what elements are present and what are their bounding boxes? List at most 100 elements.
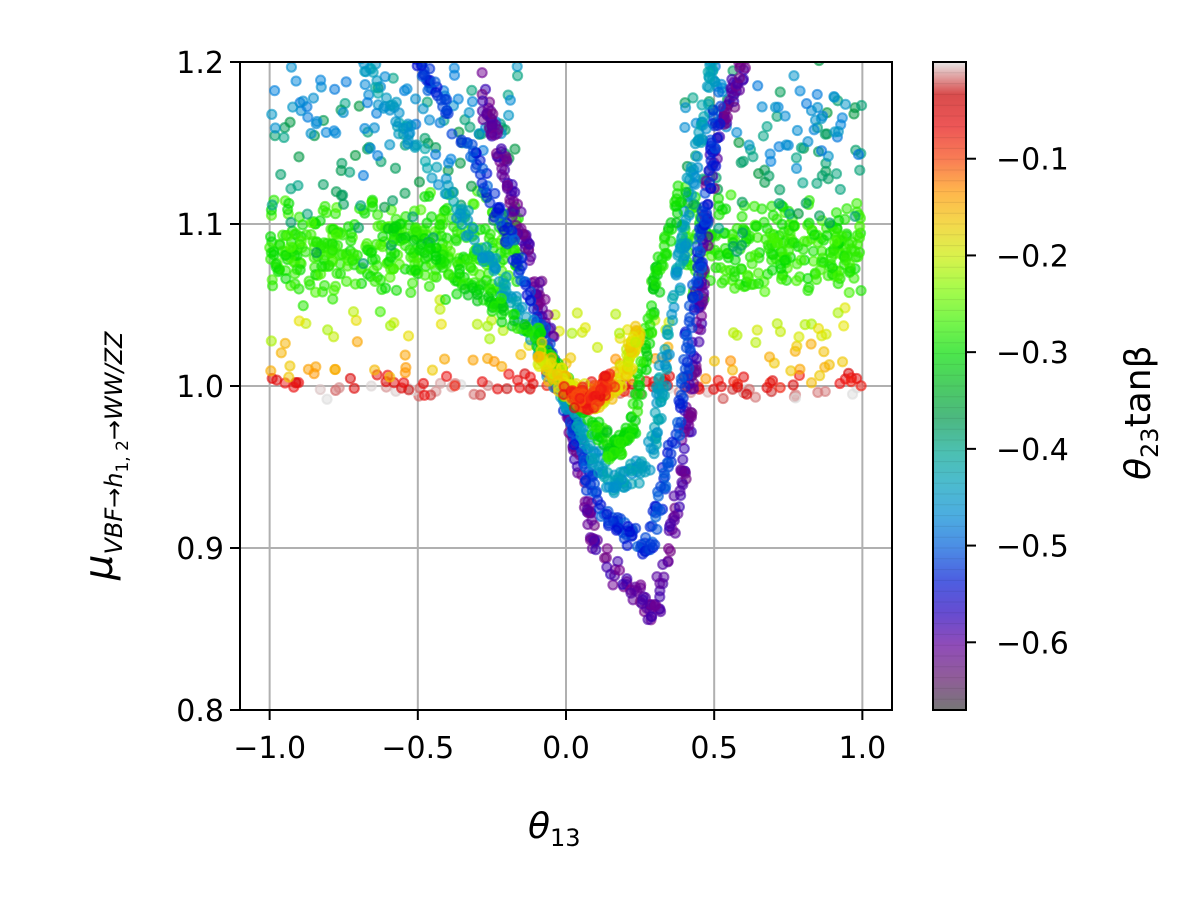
scatter-point <box>278 131 290 144</box>
y-axis-ticks: 0.8 0.9 1.0 1.1 1.2 <box>176 46 240 729</box>
scatter-point <box>434 117 446 129</box>
scatter-point <box>666 308 678 320</box>
scatter-point <box>632 405 644 418</box>
scatter-point <box>285 183 297 195</box>
scatter-point <box>753 167 765 180</box>
scatter-point <box>811 101 824 114</box>
scatter-point <box>843 286 855 299</box>
scatter-point <box>387 263 399 275</box>
scatter-point <box>756 101 768 113</box>
scatter-point <box>773 197 785 210</box>
y-tick-label: 1.2 <box>176 46 224 81</box>
scatter-point <box>674 242 686 254</box>
scatter-point <box>415 204 427 216</box>
scatter-point <box>654 577 666 589</box>
scatter-point <box>454 208 466 220</box>
scatter-point <box>481 62 487 63</box>
scatter-point <box>301 208 313 220</box>
scatter-point <box>655 480 667 493</box>
scatter-point <box>268 249 280 261</box>
scatter-point <box>855 99 868 112</box>
scatter-point <box>613 327 626 339</box>
scatter-point <box>661 457 673 469</box>
scatter-point <box>688 304 700 316</box>
scatter-point <box>290 228 302 240</box>
scatter-point <box>659 471 671 483</box>
scatter-point <box>317 178 329 191</box>
y-tick-label: 1.1 <box>176 208 224 243</box>
scatter-point <box>736 211 748 223</box>
scatter-point <box>673 501 685 513</box>
scatter-point <box>430 39 439 48</box>
scatter-point <box>394 218 406 230</box>
scatter-point <box>494 215 506 227</box>
scatter-point <box>327 293 339 305</box>
scatter-point <box>612 555 624 568</box>
scatter-point <box>652 490 664 502</box>
scatter-point <box>266 199 278 211</box>
scatter-point <box>501 383 513 395</box>
scatter-point <box>797 243 809 255</box>
scatter-point <box>453 268 465 280</box>
scatter-point <box>623 432 636 444</box>
scatter-point <box>430 148 442 161</box>
scatter-point <box>800 98 813 110</box>
scatter-point <box>347 248 360 260</box>
colorbar-bands <box>933 61 966 700</box>
scatter-point <box>759 176 771 188</box>
scatter-point <box>503 368 515 380</box>
scatter-point <box>270 258 282 270</box>
scatter-point <box>484 197 496 209</box>
scatter-point <box>657 558 669 571</box>
scatter-point <box>365 380 377 392</box>
scatter-point <box>818 346 830 358</box>
scatter-point <box>487 108 499 120</box>
scatter-point <box>399 349 411 361</box>
scatter-point <box>839 98 852 110</box>
scatter-point <box>687 383 700 395</box>
scatter-point <box>463 106 475 119</box>
scatter-point <box>830 168 843 180</box>
scatter-point <box>316 260 328 272</box>
scatter-point <box>372 209 384 221</box>
scatter-point <box>275 168 287 181</box>
scatter-point <box>644 319 656 331</box>
scatter-point <box>731 245 743 258</box>
scatter-point <box>466 84 478 96</box>
scatter-point <box>467 145 479 157</box>
scatter-point <box>598 552 611 564</box>
scatter-point <box>616 448 628 460</box>
scatter-point <box>384 371 396 383</box>
scatter-point <box>710 160 722 172</box>
scatter-point <box>359 65 371 78</box>
scatter-point <box>477 252 489 264</box>
scatter-point <box>769 101 782 113</box>
scatter-point <box>758 216 770 228</box>
scatter-point <box>601 508 613 520</box>
scatter-point <box>389 162 402 174</box>
scatter-point <box>266 280 279 292</box>
scatter-point <box>855 284 867 297</box>
scatter-point <box>419 155 431 167</box>
scatter-point <box>579 474 592 486</box>
scatter-point <box>774 86 786 98</box>
scatter-point <box>509 143 521 155</box>
scatter-point <box>511 198 524 210</box>
scatter-point <box>749 249 761 261</box>
scatter-point <box>710 262 722 274</box>
scatter-point <box>349 149 362 162</box>
scatter-point <box>791 124 803 137</box>
scatter-point <box>405 286 417 299</box>
scatter-point <box>308 368 320 380</box>
scatter-point <box>793 331 805 343</box>
scatter-point <box>665 235 677 247</box>
scatter-point <box>390 284 403 296</box>
scatter-point <box>432 179 445 191</box>
scatter-point <box>523 238 536 250</box>
scatter-point <box>776 218 788 230</box>
scatter-point <box>814 264 826 276</box>
scatter-point <box>419 132 431 144</box>
scatter-point <box>690 353 703 365</box>
scatter-point <box>314 383 326 396</box>
scatter-point <box>672 180 684 192</box>
